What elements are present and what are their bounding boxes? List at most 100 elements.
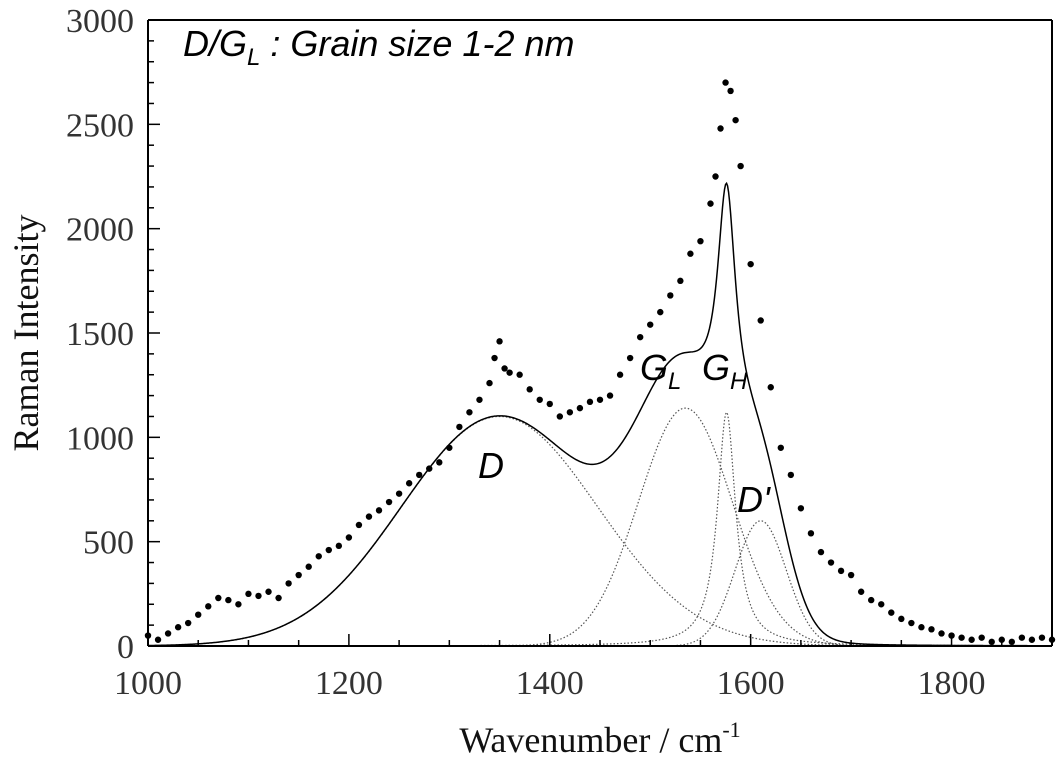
x-tick-label: 1200 bbox=[315, 665, 383, 702]
axis-ticks bbox=[147, 19, 1053, 647]
data-point bbox=[747, 260, 754, 268]
data-point bbox=[667, 292, 674, 299]
peak-label-d-prime: D' bbox=[737, 479, 771, 520]
y-tick-label: 1500 bbox=[66, 316, 134, 353]
data-point bbox=[195, 611, 202, 618]
data-point bbox=[335, 542, 343, 550]
data-point bbox=[687, 250, 694, 257]
data-point bbox=[616, 371, 624, 378]
data-point bbox=[817, 548, 825, 556]
data-point bbox=[255, 592, 262, 600]
data-point bbox=[446, 444, 453, 451]
data-point bbox=[416, 471, 423, 479]
y-tick-label: 0 bbox=[117, 629, 134, 666]
peak-label-d: D bbox=[478, 445, 504, 486]
data-point bbox=[385, 498, 393, 506]
data-point bbox=[456, 423, 463, 431]
data-point bbox=[235, 601, 242, 608]
data-point bbox=[888, 609, 895, 616]
plot-area bbox=[148, 20, 1052, 646]
data-point bbox=[285, 580, 292, 587]
data-point bbox=[918, 624, 925, 631]
data-point bbox=[722, 79, 729, 86]
y-tick-label: 1000 bbox=[66, 420, 134, 457]
data-point bbox=[546, 400, 553, 408]
data-point bbox=[506, 369, 513, 376]
data-point bbox=[767, 384, 774, 391]
data-point bbox=[265, 588, 272, 595]
data-point bbox=[466, 409, 473, 416]
data-point bbox=[757, 317, 764, 324]
y-axis-title: Raman Intensity bbox=[6, 215, 46, 452]
data-point bbox=[606, 392, 614, 399]
data-point bbox=[727, 87, 734, 95]
data-point bbox=[164, 630, 172, 637]
data-point bbox=[596, 396, 604, 403]
data-point bbox=[395, 490, 403, 497]
data-point bbox=[476, 396, 483, 403]
data-point bbox=[837, 567, 845, 575]
data-point bbox=[998, 636, 1005, 643]
data-point bbox=[174, 624, 182, 631]
tick-labels: 1000 1200 1400 1600 1800 0 500 1000 1500 2000 2500… bbox=[66, 3, 986, 702]
data-point bbox=[968, 636, 975, 643]
data-point bbox=[978, 634, 985, 641]
data-point bbox=[1038, 634, 1046, 641]
data-point bbox=[697, 237, 704, 245]
data-point bbox=[737, 162, 744, 170]
data-point bbox=[556, 413, 564, 420]
data-point bbox=[1028, 636, 1036, 643]
data-point bbox=[154, 636, 162, 643]
y-tick-label: 2000 bbox=[66, 212, 134, 249]
data-point bbox=[375, 507, 383, 514]
data-point bbox=[325, 546, 332, 554]
y-tick-label: 3000 bbox=[66, 3, 134, 40]
data-point bbox=[1008, 638, 1016, 646]
data-point bbox=[647, 321, 654, 328]
data-point bbox=[566, 409, 574, 416]
x-axis-title: Wavenumber / cm-1 bbox=[459, 717, 740, 757]
data-point bbox=[626, 354, 634, 362]
data-point bbox=[988, 638, 995, 646]
data-point bbox=[536, 396, 543, 403]
data-point bbox=[486, 379, 493, 387]
peak-label-gl: GL bbox=[640, 347, 681, 395]
data-point bbox=[184, 619, 192, 627]
data-point bbox=[501, 365, 508, 372]
data-point bbox=[636, 333, 644, 341]
data-point bbox=[878, 601, 885, 608]
data-point bbox=[215, 594, 222, 602]
data-point bbox=[938, 630, 945, 637]
data-point bbox=[827, 559, 835, 566]
peak-labels: D GL GH D' bbox=[478, 347, 771, 520]
data-point bbox=[491, 354, 498, 362]
data-point bbox=[516, 371, 523, 378]
data-point bbox=[345, 534, 353, 541]
data-point bbox=[707, 200, 714, 207]
data-point bbox=[355, 521, 363, 529]
peak-label-gh: GH bbox=[702, 347, 748, 395]
data-point bbox=[868, 596, 875, 604]
y-tick-label: 500 bbox=[83, 525, 134, 562]
data-point bbox=[245, 590, 252, 598]
data-point bbox=[958, 634, 965, 641]
data-point bbox=[777, 444, 784, 451]
data-point bbox=[1018, 634, 1026, 641]
data-point bbox=[205, 603, 212, 610]
data-point bbox=[436, 459, 443, 466]
measured-points bbox=[144, 79, 1056, 646]
data-point bbox=[315, 553, 322, 560]
x-tick-label: 1400 bbox=[516, 665, 584, 702]
data-point bbox=[426, 465, 433, 472]
data-point bbox=[496, 338, 503, 345]
data-point bbox=[677, 277, 684, 285]
data-point bbox=[908, 619, 915, 627]
data-point bbox=[712, 173, 719, 180]
data-point bbox=[275, 594, 282, 602]
data-point bbox=[365, 513, 373, 520]
data-point bbox=[657, 308, 664, 316]
data-point bbox=[405, 480, 413, 487]
y-tick-label: 2500 bbox=[66, 107, 134, 144]
data-point bbox=[847, 571, 855, 579]
